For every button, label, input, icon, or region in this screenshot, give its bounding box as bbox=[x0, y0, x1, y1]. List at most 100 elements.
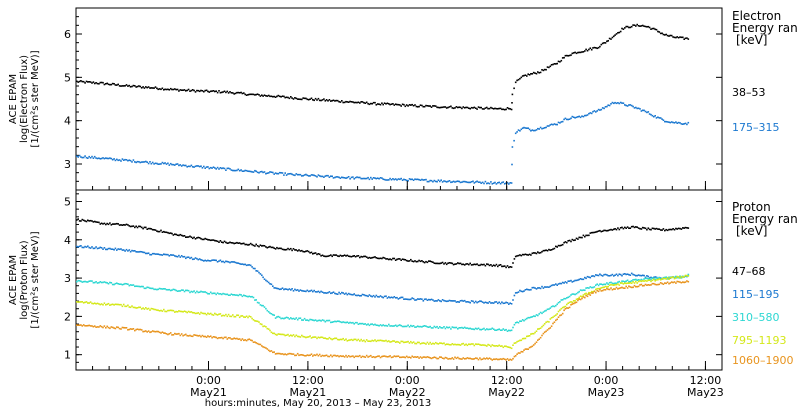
data-point bbox=[92, 157, 95, 159]
data-point bbox=[520, 339, 523, 342]
data-point bbox=[207, 312, 209, 315]
data-point bbox=[116, 222, 118, 225]
data-point bbox=[237, 262, 240, 264]
data-point bbox=[410, 104, 412, 106]
data-point bbox=[258, 343, 260, 346]
data-point bbox=[92, 221, 95, 223]
data-point bbox=[150, 87, 153, 89]
data-point bbox=[240, 263, 242, 265]
data-point bbox=[416, 298, 419, 300]
data-point bbox=[397, 178, 400, 180]
x-tick-date: May22 bbox=[488, 386, 525, 399]
data-point bbox=[646, 228, 648, 231]
data-point bbox=[388, 258, 390, 261]
data-point bbox=[332, 177, 335, 179]
data-point bbox=[643, 284, 645, 287]
data-point bbox=[153, 229, 155, 231]
data-point bbox=[441, 181, 444, 183]
data-point bbox=[111, 248, 114, 250]
data-point bbox=[241, 295, 244, 298]
data-point bbox=[234, 242, 237, 244]
x-tick-date: May21 bbox=[190, 386, 227, 399]
data-point bbox=[204, 312, 206, 315]
data-point bbox=[561, 57, 564, 59]
data-point bbox=[356, 176, 358, 178]
data-point bbox=[566, 307, 568, 309]
data-point bbox=[637, 107, 640, 110]
data-point bbox=[535, 129, 538, 131]
data-point bbox=[336, 255, 339, 257]
legend-title: Energy ran bbox=[732, 21, 798, 35]
data-point bbox=[545, 309, 547, 312]
data-point bbox=[617, 227, 619, 229]
data-point bbox=[356, 255, 358, 257]
data-point bbox=[222, 314, 224, 317]
data-point bbox=[581, 51, 583, 53]
data-point bbox=[254, 245, 256, 247]
legend-title: Electron bbox=[732, 9, 781, 23]
data-point bbox=[566, 241, 568, 244]
data-point bbox=[606, 230, 608, 232]
data-point bbox=[403, 103, 405, 106]
data-point bbox=[572, 52, 575, 54]
y-tick-label: 3 bbox=[64, 158, 71, 171]
data-point bbox=[139, 250, 142, 253]
data-point bbox=[266, 309, 269, 312]
data-point bbox=[84, 301, 86, 304]
data-point bbox=[309, 290, 311, 292]
data-point bbox=[291, 335, 293, 337]
data-point bbox=[459, 327, 462, 329]
data-point bbox=[654, 276, 656, 278]
data-point bbox=[601, 286, 604, 289]
data-point bbox=[180, 234, 183, 237]
data-point bbox=[483, 344, 485, 346]
data-point bbox=[87, 245, 89, 247]
data-point bbox=[164, 288, 166, 290]
data-point bbox=[658, 283, 661, 286]
data-point bbox=[215, 168, 217, 170]
data-point bbox=[552, 248, 554, 250]
data-point bbox=[209, 312, 212, 315]
data-point bbox=[447, 358, 449, 360]
data-point bbox=[140, 329, 143, 331]
data-point bbox=[216, 261, 219, 263]
data-point bbox=[408, 356, 411, 358]
data-point bbox=[203, 312, 205, 315]
data-point bbox=[341, 176, 343, 179]
data-point bbox=[196, 312, 198, 315]
data-point bbox=[434, 341, 437, 344]
data-point bbox=[357, 323, 360, 325]
data-point bbox=[347, 255, 350, 257]
data-point bbox=[592, 231, 594, 234]
data-point bbox=[521, 290, 524, 293]
data-point bbox=[392, 296, 394, 299]
data-point bbox=[640, 228, 643, 230]
data-point bbox=[273, 287, 275, 289]
data-point bbox=[491, 327, 494, 330]
data-point bbox=[285, 334, 288, 336]
data-point bbox=[647, 111, 650, 113]
data-point bbox=[459, 358, 462, 360]
data-point bbox=[273, 351, 275, 353]
data-point bbox=[200, 311, 202, 314]
data-point bbox=[626, 226, 629, 228]
data-point bbox=[345, 338, 347, 340]
data-point bbox=[183, 290, 186, 293]
data-point bbox=[233, 261, 235, 263]
data-point bbox=[363, 323, 365, 325]
data-point bbox=[640, 278, 643, 281]
data-point bbox=[385, 339, 387, 342]
data-point bbox=[567, 296, 569, 299]
data-point bbox=[561, 281, 564, 284]
data-point bbox=[131, 328, 133, 330]
data-point bbox=[664, 277, 666, 280]
data-point bbox=[670, 34, 673, 37]
data-point bbox=[659, 279, 662, 281]
data-point bbox=[140, 308, 143, 310]
data-point bbox=[494, 107, 496, 110]
data-point bbox=[508, 107, 510, 110]
data-point bbox=[397, 355, 400, 357]
data-point bbox=[276, 95, 278, 98]
data-point bbox=[230, 169, 233, 171]
data-point bbox=[682, 276, 684, 279]
